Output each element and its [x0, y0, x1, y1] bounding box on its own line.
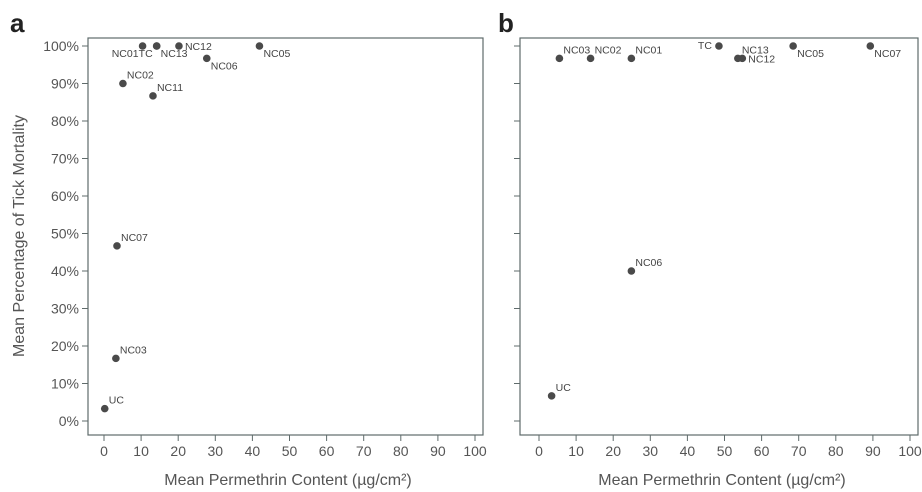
panel-a-y-tick-label: 70% — [51, 151, 79, 167]
panel-a-y-tick-label: 80% — [51, 113, 79, 129]
panel-a-point-nc11 — [149, 92, 157, 100]
panel-a-x-tick-label: 0 — [100, 443, 108, 459]
panel-b-x-tick-label: 90 — [865, 443, 881, 459]
panel-a-point-label-nc13: NC13 — [161, 48, 188, 60]
panel-a-point-label-nc07: NC07 — [121, 232, 148, 244]
panel-b-x-tick-label: 40 — [680, 443, 696, 459]
panel-b-x-tick-label: 100 — [898, 443, 922, 459]
panel-a: a 0% 10% 20% 30% 40% 50% 60% 70% 80% 90% 100% 0 10 2… — [10, 8, 487, 489]
panel-b-x-tick-label: 60 — [754, 443, 770, 459]
panel-b-x-tick-label: 10 — [568, 443, 584, 459]
panel-a-point-nc13 — [152, 42, 161, 50]
panel-a-point-label-nc12: NC12 — [185, 41, 212, 53]
panel-b-point-label-tc: TC — [698, 40, 712, 52]
panel-b-x-axis: 0 10 20 30 40 50 60 70 80 90 100 — [535, 435, 922, 459]
panel-a-point-nc12 — [175, 42, 183, 50]
panel-b-point-nc05 — [789, 42, 797, 50]
panel-a-x-axis: 0 10 20 30 40 50 60 70 80 90 100 — [100, 435, 487, 459]
panel-a-point-label-nc06: NC06 — [211, 60, 238, 72]
panel-b-x-tick-label: 30 — [643, 443, 659, 459]
panel-a-x-tick-label: 40 — [245, 443, 261, 459]
panel-a-point-label-tc: TC — [139, 48, 153, 60]
panel-a-x-tick-label: 30 — [208, 443, 224, 459]
panel-a-point-nc01 — [138, 42, 147, 50]
panel-a-point-label-nc11: NC11 — [157, 82, 183, 94]
panel-a-point-label-nc01: NC01 — [112, 48, 139, 60]
panel-a-x-tick-label: 70 — [356, 443, 372, 459]
panel-b-plot-frame — [519, 37, 919, 436]
panel-a-x-tick-label: 20 — [170, 443, 186, 459]
panel-a-point-nc05 — [255, 42, 264, 50]
panel-b-y-axis — [514, 45, 520, 422]
panel-a-x-axis-title: Mean Permethrin Content (µg/cm²) — [164, 472, 412, 489]
panel-b-point-nc02 — [586, 54, 595, 63]
panel-a-x-tick-label: 100 — [463, 443, 487, 459]
panel-b-point-nc03 — [555, 54, 564, 63]
panel-b-x-tick-label: 70 — [791, 443, 807, 459]
panel-a-y-tick-label: 100% — [43, 38, 79, 54]
panel-a-x-tick-label: 60 — [319, 443, 335, 459]
panel-b: b 0 10 20 30 40 50 60 70 80 90 100 NC03 NC02 NC01 TC N… — [498, 8, 922, 489]
panel-a-point-uc — [100, 404, 109, 413]
panel-a-point-nc03 — [112, 354, 120, 363]
panel-a-y-tick-label: 50% — [51, 226, 79, 242]
panel-b-point-label-nc02: NC02 — [595, 44, 622, 56]
panel-b-letter: b — [498, 8, 514, 38]
panel-a-y-tick-label: 90% — [51, 76, 79, 92]
panel-a-point-label-nc03: NC03 — [120, 344, 147, 356]
panel-a-point-label-nc05: NC05 — [263, 48, 290, 60]
panel-a-y-tick-label: 60% — [51, 188, 79, 204]
panel-a-y-tick-label: 20% — [51, 338, 79, 354]
panel-b-point-label-nc03: NC03 — [563, 44, 590, 56]
panel-b-x-tick-label: 50 — [717, 443, 733, 459]
panel-a-y-axis-title: Mean Percentage of Tick Mortality — [11, 115, 28, 357]
panel-a-x-tick-label: 90 — [430, 443, 446, 459]
panel-a-y-tick-label: 10% — [51, 376, 79, 392]
panel-a-y-axis: 0% 10% 20% 30% 40% 50% 60% 70% 80% 90% 100% — [43, 38, 88, 429]
panel-b-point-uc — [547, 392, 556, 400]
panel-a-x-tick-label: 80 — [393, 443, 409, 459]
panel-b-point-label-nc01: NC01 — [635, 44, 662, 56]
panel-b-x-axis-title: Mean Permethrin Content (µg/cm²) — [598, 472, 846, 489]
panel-a-y-tick-label: 40% — [51, 263, 79, 279]
panel-b-point-label-nc13: NC13 — [742, 44, 769, 56]
panel-a-point-label-uc: UC — [109, 395, 125, 407]
panel-a-point-label-nc02: NC02 — [127, 70, 154, 82]
panel-b-point-nc01 — [627, 54, 636, 63]
panel-a-y-tick-label: 30% — [51, 301, 79, 317]
panel-b-point-tc — [715, 42, 723, 50]
panel-a-point-nc02 — [119, 79, 127, 88]
panel-b-x-tick-label: 20 — [605, 443, 621, 459]
panel-a-point-nc07 — [113, 242, 121, 250]
panel-a-plot-frame — [87, 37, 484, 436]
panel-a-y-tick-label: 0% — [59, 413, 79, 429]
panel-b-point-label-nc07: NC07 — [874, 48, 901, 60]
panel-b-point-label-nc12: NC12 — [748, 53, 775, 65]
panel-a-point-nc06 — [202, 54, 211, 63]
panel-a-letter: a — [10, 8, 25, 38]
panel-b-point-label-nc05: NC05 — [797, 48, 824, 60]
panel-b-point-nc07 — [866, 42, 875, 50]
panel-b-point-nc12 — [738, 54, 747, 63]
panel-a-x-tick-label: 10 — [133, 443, 149, 459]
panel-b-point-label-nc06: NC06 — [635, 257, 662, 269]
panel-b-point-label-uc: UC — [556, 382, 572, 394]
panel-b-x-tick-label: 80 — [828, 443, 844, 459]
panel-a-x-tick-label: 50 — [282, 443, 298, 459]
panel-b-point-nc06 — [627, 267, 636, 275]
panel-b-x-tick-label: 0 — [535, 443, 543, 459]
